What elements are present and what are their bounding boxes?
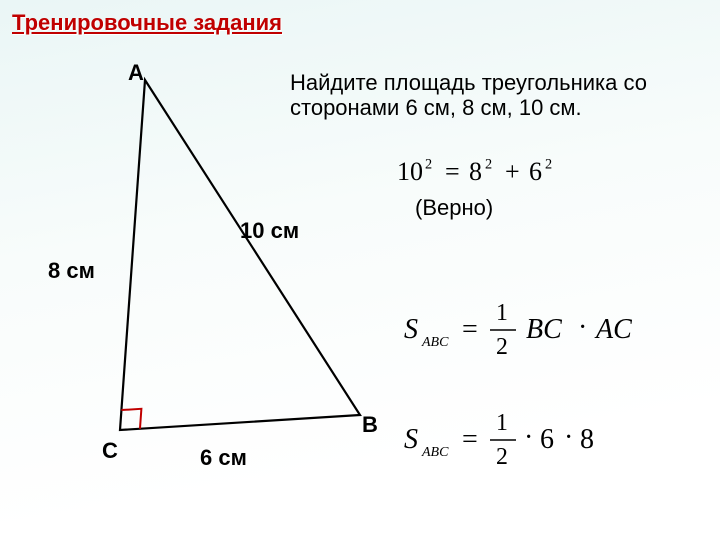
svg-text:ABC: ABC (421, 445, 449, 460)
formula-area-symbolic: SABC = 1 2 BC ·AC (400, 285, 720, 365)
svg-text:+: + (505, 157, 520, 186)
svg-text:10: 10 (397, 157, 423, 186)
svg-text:S: S (404, 424, 418, 455)
svg-text:ABC: ABC (421, 335, 449, 350)
svg-text:S: S (404, 314, 418, 345)
side-ac-label: 8 см (48, 258, 95, 284)
svg-text:2: 2 (545, 156, 552, 172)
svg-text:·: · (564, 422, 573, 453)
svg-text:=: = (462, 314, 478, 345)
svg-text:2: 2 (496, 444, 508, 470)
vertex-a-label: A (128, 60, 144, 86)
formula-area-numeric: SABC=12·6·8 (400, 395, 720, 475)
svg-text:2: 2 (425, 156, 432, 172)
svg-text:BC: BC (526, 314, 562, 345)
svg-text:=: = (462, 424, 478, 455)
svg-text:6: 6 (529, 157, 542, 186)
side-ab-label: 10 см (240, 218, 299, 244)
svg-text:AC: AC (594, 314, 632, 345)
svg-text:6: 6 (540, 424, 554, 455)
svg-text:8: 8 (580, 424, 594, 455)
slide: Тренировочные задания Найдите площадь тр… (0, 0, 720, 540)
svg-text:1: 1 (496, 300, 508, 326)
svg-text:1: 1 (496, 410, 508, 436)
svg-text:·: · (524, 422, 533, 453)
equation-pythagoras: 102=82+62 (395, 150, 645, 192)
svg-text:·: · (578, 312, 587, 343)
svg-text:8: 8 (469, 157, 482, 186)
side-cb-label: 6 см (200, 445, 247, 471)
verno-label: (Верно) (415, 195, 493, 221)
vertex-c-label: C (102, 438, 118, 464)
svg-text:=: = (445, 157, 460, 186)
svg-text:2: 2 (485, 156, 492, 172)
vertex-b-label: B (362, 412, 378, 438)
svg-text:2: 2 (496, 334, 508, 360)
